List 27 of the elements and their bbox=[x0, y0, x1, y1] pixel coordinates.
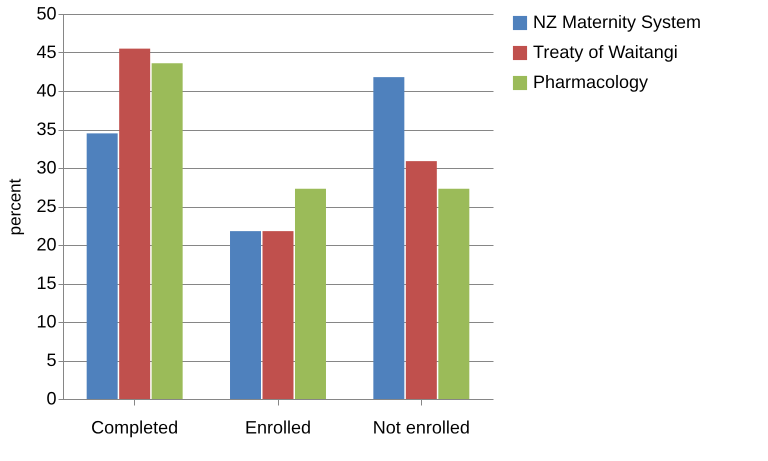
y-tick-label: 20 bbox=[36, 234, 56, 254]
legend-label: NZ Maternity System bbox=[533, 12, 702, 32]
bar bbox=[406, 161, 437, 399]
y-tick-label: 45 bbox=[36, 42, 56, 62]
bar bbox=[262, 231, 294, 399]
bar bbox=[294, 188, 326, 399]
y-tick-label: 10 bbox=[36, 312, 56, 332]
x-tick-label: Completed bbox=[91, 418, 178, 438]
bar bbox=[86, 133, 118, 399]
y-tick-label: 5 bbox=[46, 350, 56, 370]
y-tick-label: 50 bbox=[36, 4, 56, 24]
y-tick-label: 30 bbox=[36, 158, 56, 178]
y-tick-label: 15 bbox=[36, 273, 56, 293]
y-tick-label: 0 bbox=[46, 388, 56, 408]
y-tick-label: 25 bbox=[36, 196, 56, 216]
legend-label: Pharmacology bbox=[533, 72, 648, 92]
y-axis-title: percent bbox=[5, 178, 24, 236]
bar bbox=[438, 188, 470, 399]
x-tick-label: Not enrolled bbox=[372, 418, 470, 438]
legend-label: Treaty of Waitangi bbox=[533, 42, 678, 62]
y-tick-label: 35 bbox=[36, 119, 56, 139]
bar bbox=[373, 77, 404, 399]
y-tick-label: 40 bbox=[36, 80, 56, 100]
bar bbox=[152, 63, 183, 399]
bar bbox=[119, 48, 150, 399]
bar bbox=[230, 231, 262, 399]
x-tick-label: Enrolled bbox=[244, 418, 312, 438]
